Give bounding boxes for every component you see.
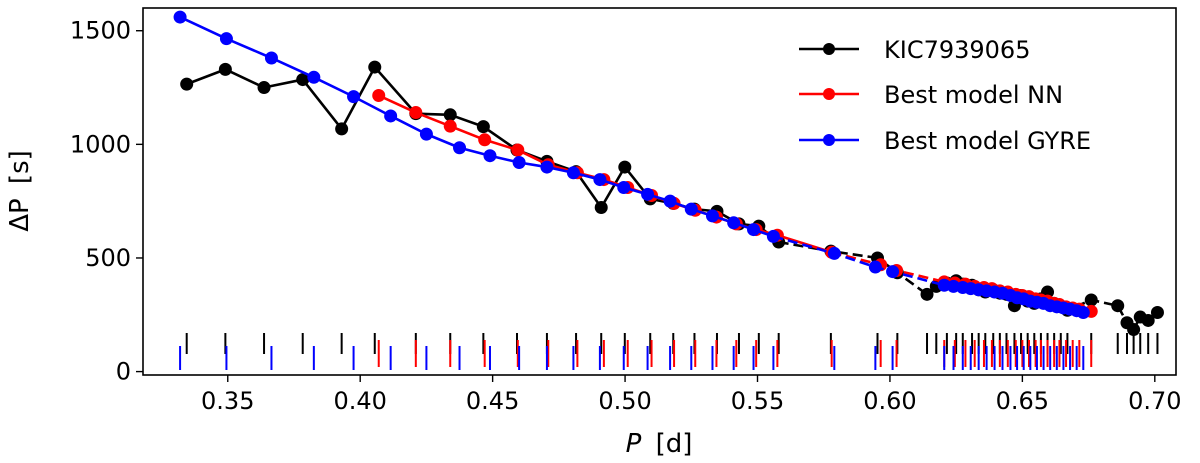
data-point bbox=[264, 51, 278, 65]
data-point bbox=[594, 201, 608, 215]
data-point bbox=[372, 88, 386, 102]
data-point bbox=[257, 81, 271, 95]
series-best-model-gyre bbox=[173, 10, 1090, 320]
data-point bbox=[409, 106, 423, 120]
legend-label-best-model-nn: Best model NN bbox=[884, 81, 1063, 109]
data-point bbox=[443, 119, 457, 133]
data-point bbox=[827, 246, 841, 260]
y-axis-label-unit: [s] bbox=[5, 150, 35, 184]
x-axis-label-unit: [d] bbox=[656, 429, 693, 459]
x-tick-label: 0.55 bbox=[731, 387, 784, 415]
data-point bbox=[419, 127, 433, 141]
x-axis-label-var: P bbox=[626, 429, 642, 459]
data-point bbox=[566, 166, 580, 180]
data-point bbox=[1084, 293, 1098, 307]
data-point bbox=[1150, 306, 1164, 320]
legend-item-best-model-gyre: Best model GYRE bbox=[799, 127, 1091, 155]
x-tick-label: 0.60 bbox=[863, 387, 916, 415]
x-tick-label: 0.45 bbox=[466, 387, 519, 415]
data-point bbox=[453, 141, 467, 155]
y-tick-label: 500 bbox=[85, 244, 131, 272]
x-axis-label: P [d] bbox=[626, 429, 693, 459]
x-tick-label: 0.35 bbox=[201, 387, 254, 415]
data-point bbox=[868, 260, 882, 274]
data-point bbox=[1076, 306, 1090, 320]
svg-text:ΔP [s]: ΔP [s] bbox=[5, 150, 35, 232]
y-tick-label: 0 bbox=[116, 358, 131, 386]
plot-area bbox=[173, 10, 1164, 370]
x-tick-label: 0.65 bbox=[996, 387, 1049, 415]
legend-marker-kic7939065 bbox=[823, 43, 835, 55]
data-point bbox=[384, 109, 398, 123]
data-point bbox=[296, 73, 310, 87]
axis-ticks: 0.35 0.40 0.45 0.50 0.55 0.60 0.65 0.70 0 500 1000… bbox=[70, 17, 1182, 415]
data-point bbox=[511, 143, 525, 157]
data-point bbox=[617, 181, 631, 195]
data-point bbox=[173, 10, 187, 24]
data-point bbox=[443, 108, 457, 122]
legend-marker-best-model-gyre bbox=[823, 134, 835, 146]
data-point bbox=[219, 32, 233, 46]
data-point bbox=[478, 133, 492, 147]
x-tick-label: 0.70 bbox=[1128, 387, 1181, 415]
legend-label-kic7939065: KIC7939065 bbox=[884, 36, 1030, 64]
data-point bbox=[180, 77, 194, 91]
series-line-solid bbox=[179, 15, 774, 238]
data-point bbox=[684, 202, 698, 216]
legend-label-best-model-gyre: Best model GYRE bbox=[884, 127, 1091, 155]
x-tick-label: 0.40 bbox=[333, 387, 386, 415]
y-axis-label: ΔP [s] bbox=[5, 150, 35, 232]
data-point bbox=[307, 70, 321, 84]
data-point bbox=[663, 194, 677, 208]
data-point bbox=[218, 62, 232, 76]
data-point bbox=[347, 90, 361, 104]
data-point bbox=[920, 287, 934, 301]
legend: KIC7939065 Best model NN Best model GYRE bbox=[799, 36, 1091, 155]
data-point bbox=[1127, 323, 1141, 337]
rug-best-model-gyre bbox=[179, 346, 1085, 370]
y-axis-label-var: ΔP bbox=[5, 198, 35, 231]
y-tick-label: 1000 bbox=[70, 130, 131, 158]
data-point bbox=[705, 209, 719, 223]
data-point bbox=[540, 160, 554, 174]
y-tick-label: 1500 bbox=[70, 17, 131, 45]
legend-item-best-model-nn: Best model NN bbox=[799, 81, 1063, 109]
data-point bbox=[476, 120, 490, 134]
data-point bbox=[727, 216, 741, 230]
data-point bbox=[1141, 313, 1155, 327]
data-point bbox=[641, 187, 655, 201]
x-tick-label: 0.50 bbox=[598, 387, 651, 415]
data-point bbox=[368, 60, 382, 74]
data-point bbox=[747, 223, 761, 237]
legend-item-kic7939065: KIC7939065 bbox=[799, 36, 1030, 64]
svg-text:P [d]: P [d] bbox=[626, 429, 693, 459]
data-point bbox=[766, 229, 780, 243]
data-point bbox=[886, 265, 900, 279]
data-point bbox=[483, 149, 497, 163]
data-point bbox=[335, 122, 349, 136]
data-point bbox=[618, 160, 632, 174]
rug-best-model-nn bbox=[377, 340, 1093, 367]
plot-frame bbox=[142, 7, 1177, 376]
data-point bbox=[593, 173, 607, 187]
data-point bbox=[1111, 299, 1125, 313]
rug-kic7939065 bbox=[185, 333, 1159, 354]
data-point bbox=[512, 156, 526, 170]
legend-marker-best-model-nn bbox=[823, 88, 835, 100]
